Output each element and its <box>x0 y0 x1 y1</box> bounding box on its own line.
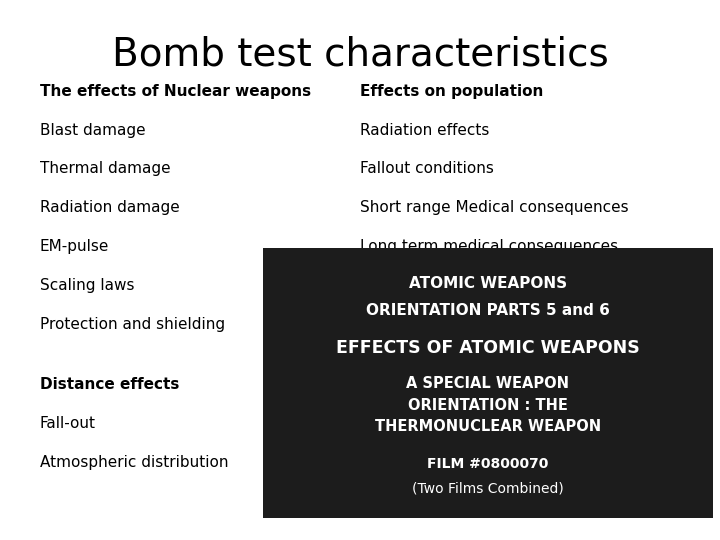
Text: ATOMIC WEAPONS: ATOMIC WEAPONS <box>409 276 567 291</box>
Bar <box>263 248 713 518</box>
Text: ORIENTATION : THE: ORIENTATION : THE <box>408 397 568 413</box>
Text: FILM #0800070: FILM #0800070 <box>427 457 549 471</box>
Text: Bomb test characteristics: Bomb test characteristics <box>112 35 608 73</box>
Text: EFFECTS OF ATOMIC WEAPONS: EFFECTS OF ATOMIC WEAPONS <box>336 339 639 357</box>
Text: Long term medical consequences: Long term medical consequences <box>360 239 618 254</box>
Text: Fall-out: Fall-out <box>40 416 96 431</box>
Text: Atmospheric distribution: Atmospheric distribution <box>40 455 228 470</box>
Text: Distance effects: Distance effects <box>40 377 179 393</box>
Text: (Two Films Combined): (Two Films Combined) <box>412 482 564 496</box>
Text: A SPECIAL WEAPON: A SPECIAL WEAPON <box>406 376 570 391</box>
Text: EM-pulse: EM-pulse <box>40 239 109 254</box>
Text: THERMONUCLEAR WEAPON: THERMONUCLEAR WEAPON <box>374 419 601 434</box>
Text: Thermal damage: Thermal damage <box>40 161 170 177</box>
Text: The effects of Nuclear weapons: The effects of Nuclear weapons <box>40 84 311 99</box>
Text: Blast damage: Blast damage <box>40 123 145 138</box>
Text: Scaling laws: Scaling laws <box>40 278 134 293</box>
Text: Fallout conditions: Fallout conditions <box>360 161 494 177</box>
Text: Short range Medical consequences: Short range Medical consequences <box>360 200 629 215</box>
Text: Radiation damage: Radiation damage <box>40 200 179 215</box>
Text: Effects on population: Effects on population <box>360 84 544 99</box>
Text: Protection and shielding: Protection and shielding <box>40 317 225 332</box>
Text: ORIENTATION PARTS 5 and 6: ORIENTATION PARTS 5 and 6 <box>366 303 610 318</box>
Text: Radiation effects: Radiation effects <box>360 123 490 138</box>
